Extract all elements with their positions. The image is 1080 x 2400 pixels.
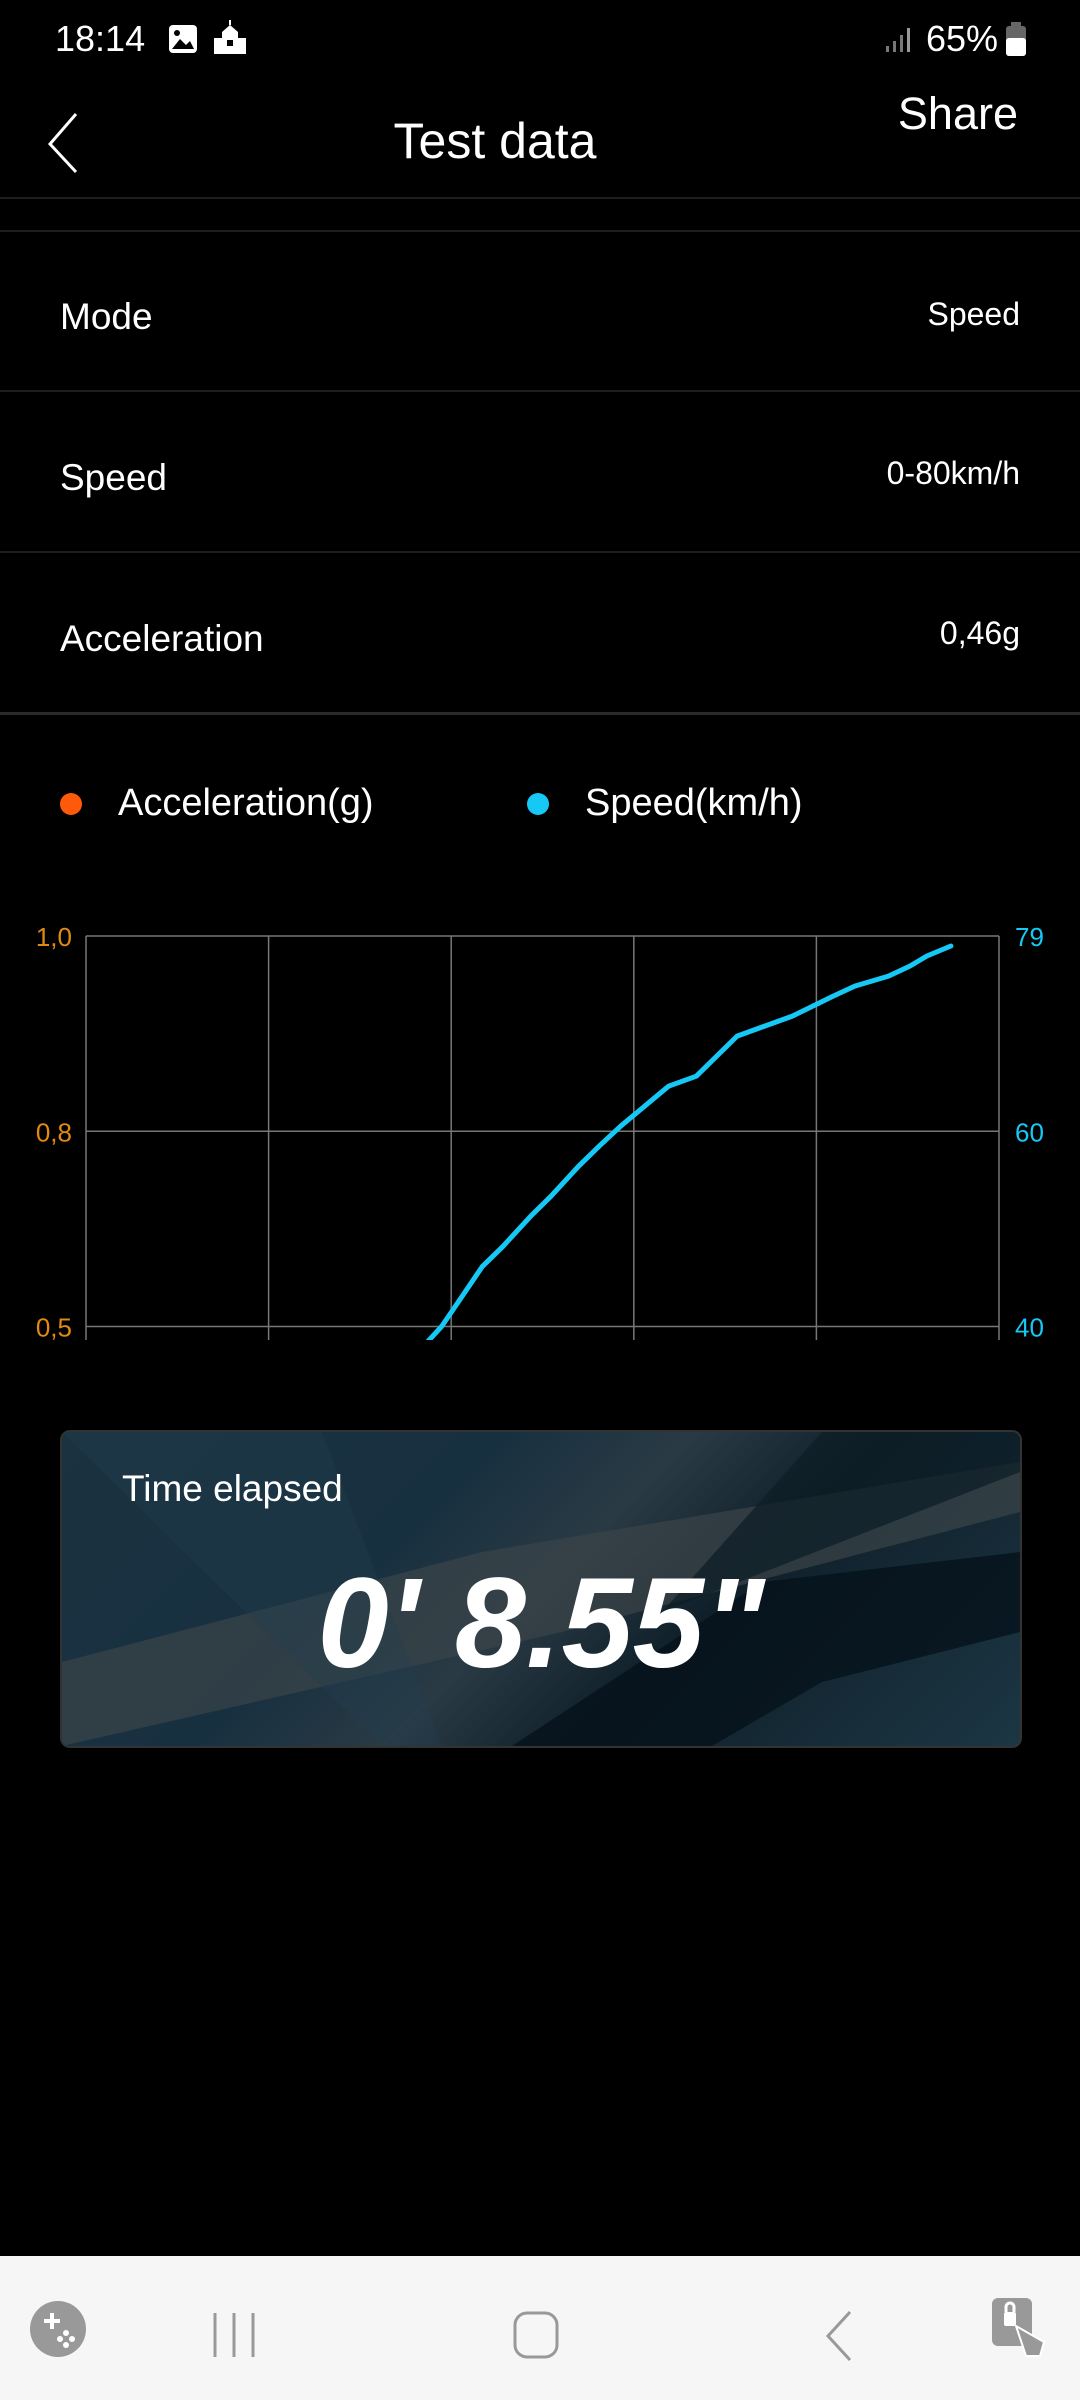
status-bar: 18:14 65% — [0, 18, 1080, 78]
row-label: Speed — [60, 457, 167, 498]
game-launcher-icon[interactable] — [28, 2299, 88, 2359]
navigation-bar — [0, 2256, 1080, 2400]
row-label: Acceleration — [60, 618, 264, 659]
share-button[interactable]: Share — [897, 88, 1018, 139]
battery-icon — [1006, 22, 1026, 56]
y-right-tick-label: 40 — [1015, 1313, 1044, 1341]
page-title: Test data — [393, 113, 597, 169]
legend-dot-icon — [527, 792, 549, 815]
y-right-tick-label: 79 — [1015, 922, 1044, 952]
y-left-tick-label: 1,0 — [36, 922, 72, 952]
row-value: 0-80km/h — [886, 455, 1020, 491]
gallery-icon — [169, 25, 197, 53]
back-button[interactable] — [44, 110, 84, 174]
y-right-tick-label: 60 — [1015, 1117, 1044, 1147]
row-value: Speed — [927, 296, 1020, 332]
legend-dot-icon — [60, 792, 82, 815]
time-elapsed-value: 0' 8.55" — [317, 1552, 765, 1695]
card-background-graphic — [62, 1432, 1020, 1746]
back-nav-button[interactable] — [820, 2310, 856, 2362]
speed-series-line — [425, 943, 954, 1340]
row-value: 0,46g — [939, 615, 1020, 651]
acceleration-speed-chart: 0,01,63,24,66,27,60,010,2200,5400,8601,0… — [36, 922, 1044, 1341]
status-time: 18:14 — [55, 18, 146, 59]
building-icon — [214, 20, 246, 54]
recent-apps-icon[interactable] — [210, 2311, 260, 2361]
battery-percent: 65% — [926, 18, 999, 59]
legend-label: Acceleration(g) — [118, 782, 374, 824]
time-elapsed-card: Time elapsed 0' 8.55" — [60, 1430, 1022, 1748]
screen-lock-icon[interactable] — [990, 2296, 1050, 2362]
legend-label: Speed(km/h) — [585, 782, 803, 824]
home-button[interactable] — [512, 2310, 562, 2362]
row-label: Mode — [60, 296, 153, 337]
time-elapsed-label: Time elapsed — [122, 1468, 343, 1509]
y-left-tick-label: 0,8 — [36, 1117, 72, 1147]
signal-icon — [886, 28, 910, 52]
y-left-tick-label: 0,5 — [36, 1313, 72, 1341]
legend-acceleration: Acceleration(g) — [60, 782, 374, 825]
legend-speed: Speed(km/h) — [527, 782, 803, 825]
